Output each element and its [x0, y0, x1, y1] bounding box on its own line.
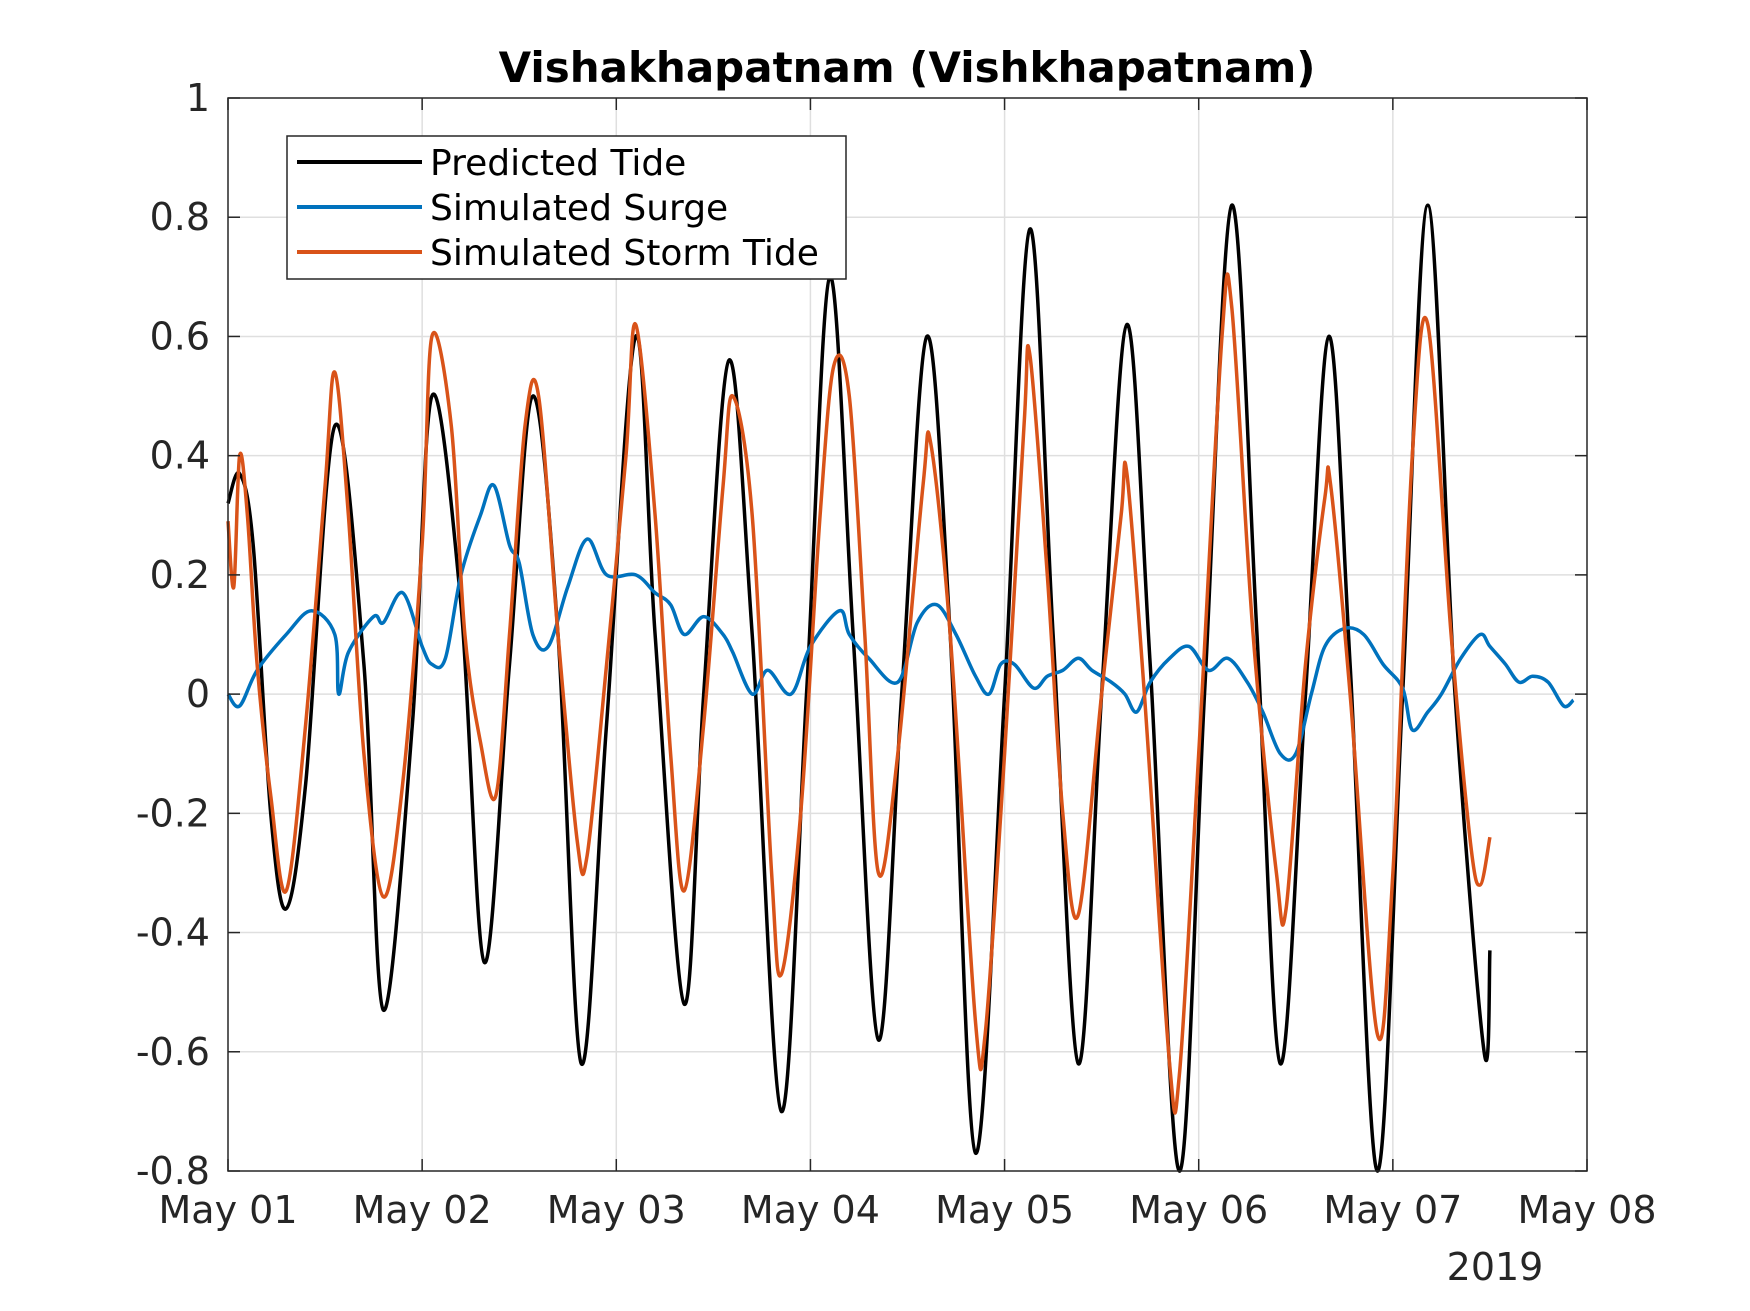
legend: Predicted Tide Simulated Surge Simulated…: [286, 135, 847, 280]
ticks: [227, 97, 1588, 1172]
y-tick-label: -0.6: [136, 1030, 210, 1074]
x-tick-label: May 04: [741, 1188, 880, 1232]
y-tick-label: -0.4: [136, 911, 210, 955]
x-tick-label: May 02: [353, 1188, 492, 1232]
x-tick-label: May 07: [1323, 1188, 1462, 1232]
legend-label-predicted-tide: Predicted Tide: [430, 143, 686, 184]
y-tick-label: 0: [186, 672, 210, 716]
y-tick-labels: -0.8 -0.6 -0.4 -0.2 0 0.2 0.4 0.6 0.8 1: [136, 76, 210, 1193]
y-tick-label: 0.6: [150, 314, 210, 358]
chart-title: Vishakhapatnam (Vishkhapatnam): [499, 43, 1316, 92]
y-tick-label: 0.4: [150, 434, 210, 478]
series-line-simulated-storm-tide: [226, 272, 1492, 1115]
legend-label-simulated-surge: Simulated Surge: [430, 188, 728, 229]
x-tick-label: May 01: [159, 1188, 298, 1232]
legend-label-simulated-storm-tide: Simulated Storm Tide: [430, 233, 819, 274]
y-tick-label: 0.8: [150, 195, 210, 239]
y-tick-label: 1: [186, 76, 210, 120]
x-year-label: 2019: [1447, 1245, 1544, 1289]
x-tick-label: May 08: [1518, 1188, 1657, 1232]
x-tick-label: May 05: [935, 1188, 1074, 1232]
y-tick-label: -0.8: [136, 1149, 210, 1193]
series-line-simulated-surge: [226, 482, 1575, 762]
axes-box: [227, 97, 1588, 1172]
series-lines: [226, 203, 1575, 1173]
y-tick-label: -0.2: [136, 791, 210, 835]
x-tick-labels: May 01 May 02 May 03 May 04 May 05 May 06 May …: [159, 1188, 1657, 1232]
x-tick-label: May 06: [1129, 1188, 1268, 1232]
x-tick-label: May 03: [547, 1188, 686, 1232]
y-tick-label: 0.2: [150, 553, 210, 597]
